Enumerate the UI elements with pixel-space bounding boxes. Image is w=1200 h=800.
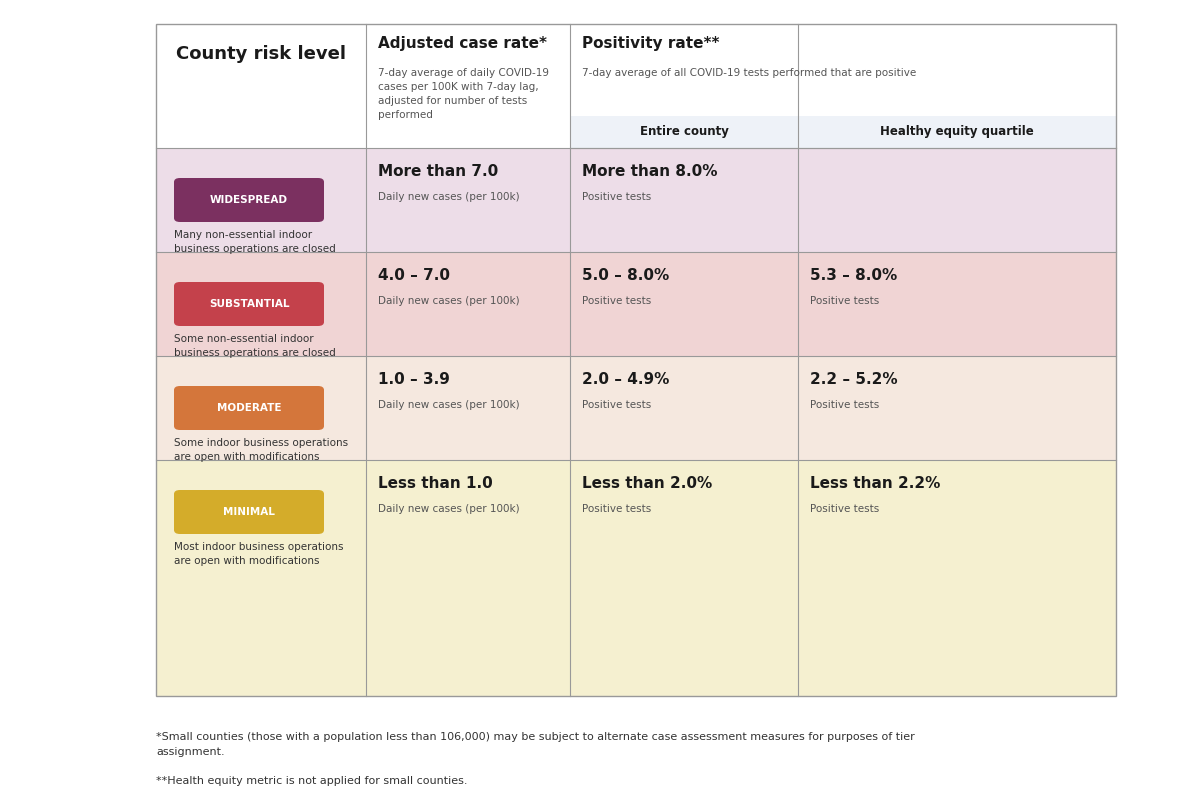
Text: 5.3 – 8.0%: 5.3 – 8.0% <box>810 268 898 283</box>
Text: County risk level: County risk level <box>176 45 346 63</box>
Text: Adjusted case rate*: Adjusted case rate* <box>378 36 547 51</box>
Bar <box>156 24 1116 696</box>
Bar <box>156 252 1116 356</box>
Text: MINIMAL: MINIMAL <box>223 507 275 517</box>
Text: Daily new cases (per 100k): Daily new cases (per 100k) <box>378 296 520 306</box>
Text: Less than 2.2%: Less than 2.2% <box>810 476 941 491</box>
Text: Some non-essential indoor
business operations are closed: Some non-essential indoor business opera… <box>174 334 336 358</box>
Text: 2.0 – 4.9%: 2.0 – 4.9% <box>582 372 670 387</box>
Text: WIDESPREAD: WIDESPREAD <box>210 195 288 205</box>
Text: Positive tests: Positive tests <box>582 296 652 306</box>
Text: Most indoor business operations
are open with modifications: Most indoor business operations are open… <box>174 542 343 566</box>
Text: Many non-essential indoor
business operations are closed: Many non-essential indoor business opera… <box>174 230 336 254</box>
Bar <box>570 116 1116 148</box>
Text: Daily new cases (per 100k): Daily new cases (per 100k) <box>378 504 520 514</box>
Text: Positive tests: Positive tests <box>582 192 652 202</box>
Text: More than 7.0: More than 7.0 <box>378 164 498 179</box>
Text: 4.0 – 7.0: 4.0 – 7.0 <box>378 268 450 283</box>
Text: Some indoor business operations
are open with modifications: Some indoor business operations are open… <box>174 438 348 462</box>
FancyBboxPatch shape <box>174 490 324 534</box>
Text: Positive tests: Positive tests <box>810 400 880 410</box>
Bar <box>156 148 1116 252</box>
Text: 1.0 – 3.9: 1.0 – 3.9 <box>378 372 450 387</box>
Text: 2.2 – 5.2%: 2.2 – 5.2% <box>810 372 898 387</box>
Text: Positivity rate**: Positivity rate** <box>582 36 720 51</box>
Bar <box>156 24 1116 116</box>
Text: Positive tests: Positive tests <box>810 296 880 306</box>
FancyBboxPatch shape <box>174 178 324 222</box>
Text: More than 8.0%: More than 8.0% <box>582 164 718 179</box>
Text: Healthy equity quartile: Healthy equity quartile <box>880 126 1034 138</box>
FancyBboxPatch shape <box>174 386 324 430</box>
Text: *Small counties (those with a population less than 106,000) may be subject to al: *Small counties (those with a population… <box>156 732 914 757</box>
Bar <box>156 460 1116 696</box>
Bar <box>156 356 1116 460</box>
Text: **Health equity metric is not applied for small counties.: **Health equity metric is not applied fo… <box>156 776 468 786</box>
Text: 7-day average of all COVID-19 tests performed that are positive: 7-day average of all COVID-19 tests perf… <box>582 68 917 78</box>
Text: Daily new cases (per 100k): Daily new cases (per 100k) <box>378 192 520 202</box>
Text: SUBSTANTIAL: SUBSTANTIAL <box>209 299 289 309</box>
Text: Less than 1.0: Less than 1.0 <box>378 476 493 491</box>
FancyBboxPatch shape <box>174 282 324 326</box>
Text: Positive tests: Positive tests <box>810 504 880 514</box>
Text: Entire county: Entire county <box>640 126 728 138</box>
Text: 5.0 – 8.0%: 5.0 – 8.0% <box>582 268 670 283</box>
Text: Less than 2.0%: Less than 2.0% <box>582 476 713 491</box>
Text: Positive tests: Positive tests <box>582 400 652 410</box>
Text: 7-day average of daily COVID-19
cases per 100K with 7-day lag,
adjusted for numb: 7-day average of daily COVID-19 cases pe… <box>378 68 550 120</box>
Text: MODERATE: MODERATE <box>217 403 281 413</box>
Text: Positive tests: Positive tests <box>582 504 652 514</box>
Text: Daily new cases (per 100k): Daily new cases (per 100k) <box>378 400 520 410</box>
